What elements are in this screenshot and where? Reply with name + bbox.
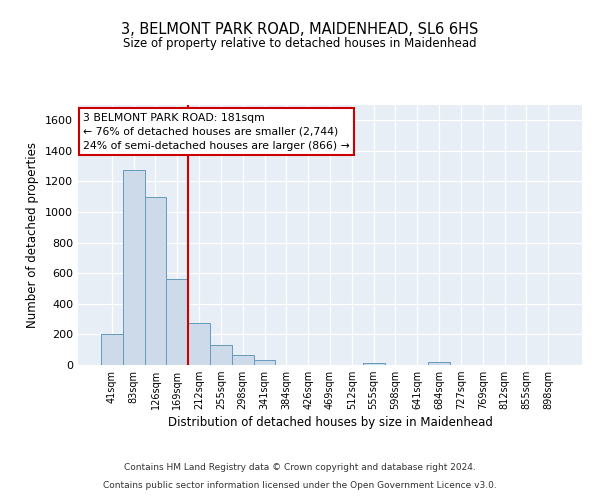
Bar bbox=[254, 360, 275, 365]
Bar bbox=[145, 197, 166, 365]
Bar bbox=[123, 170, 145, 365]
Bar bbox=[166, 280, 188, 365]
Text: 3, BELMONT PARK ROAD, MAIDENHEAD, SL6 6HS: 3, BELMONT PARK ROAD, MAIDENHEAD, SL6 6H… bbox=[121, 22, 479, 38]
Bar bbox=[363, 362, 385, 365]
Text: Size of property relative to detached houses in Maidenhead: Size of property relative to detached ho… bbox=[123, 38, 477, 51]
Bar bbox=[428, 362, 450, 365]
Text: Contains HM Land Registry data © Crown copyright and database right 2024.: Contains HM Land Registry data © Crown c… bbox=[124, 464, 476, 472]
X-axis label: Distribution of detached houses by size in Maidenhead: Distribution of detached houses by size … bbox=[167, 416, 493, 430]
Text: Contains public sector information licensed under the Open Government Licence v3: Contains public sector information licen… bbox=[103, 481, 497, 490]
Bar bbox=[101, 334, 123, 365]
Y-axis label: Number of detached properties: Number of detached properties bbox=[26, 142, 40, 328]
Bar bbox=[188, 323, 210, 365]
Bar bbox=[210, 345, 232, 365]
Text: 3 BELMONT PARK ROAD: 181sqm
← 76% of detached houses are smaller (2,744)
24% of : 3 BELMONT PARK ROAD: 181sqm ← 76% of det… bbox=[83, 113, 350, 151]
Bar bbox=[232, 355, 254, 365]
